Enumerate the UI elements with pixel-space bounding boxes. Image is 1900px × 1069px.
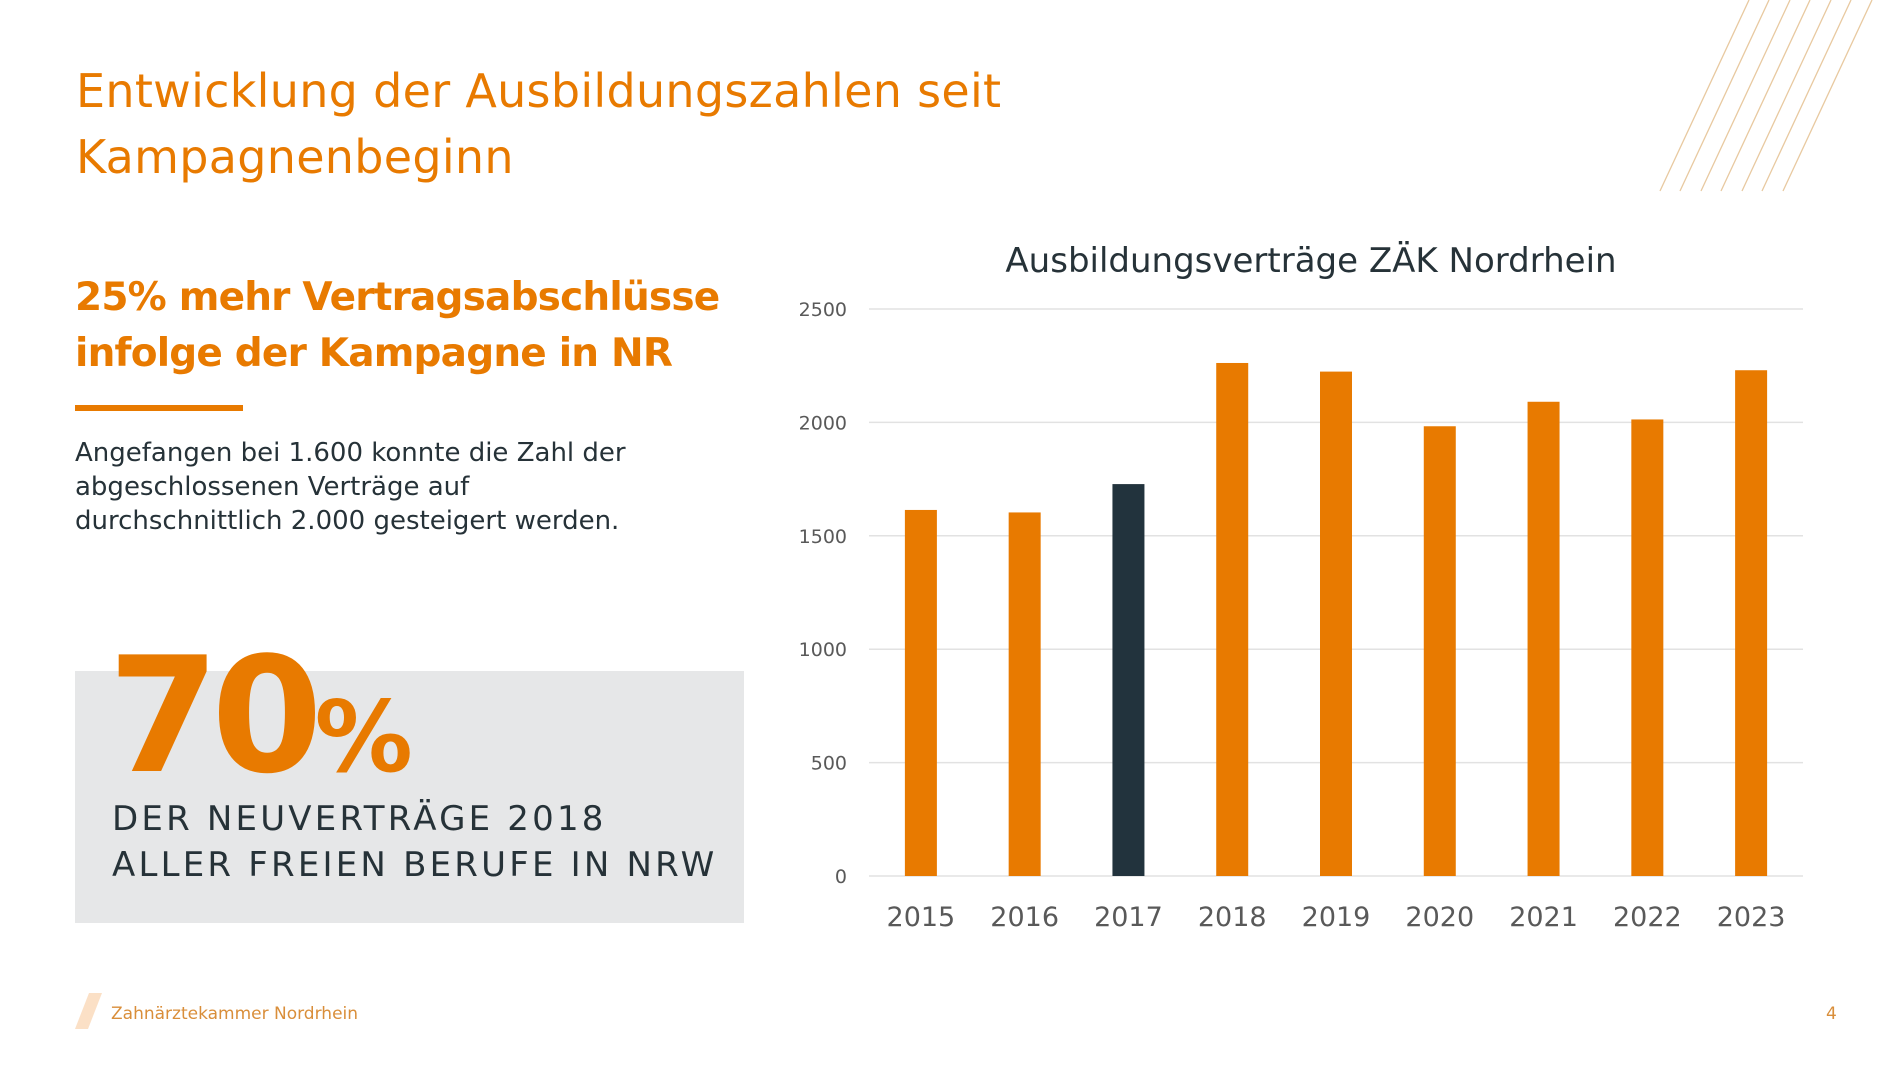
stat-value: 70 (108, 622, 323, 809)
description-text: Angefangen bei 1.600 konnte die Zahl der… (75, 436, 715, 538)
footer-organization: Zahnärztekammer Nordrhein (111, 1004, 359, 1024)
stat-caption-line-2: ALLER FREIEN BERUFE IN NRW (112, 845, 718, 885)
x-tick-label: 2021 (1509, 902, 1578, 933)
stat-caption: DER NEUVERTRÄGE 2018 ALLER FREIEN BERUFE… (112, 796, 752, 888)
bar-2020 (1423, 426, 1456, 876)
stat-number: 70% (108, 626, 413, 828)
slide-title-line-2: Kampagnenbeginn (76, 130, 514, 184)
y-tick-label: 500 (811, 753, 847, 775)
bar-2019 (1320, 371, 1352, 876)
chart-title: Ausbildungsverträge ZÄK Nordrhein (1005, 241, 1616, 281)
key-finding-line-2: infolge der Kampagne in NR (75, 331, 673, 376)
decor-line (1700, 0, 1791, 192)
page-number: 4 (1826, 1004, 1837, 1024)
decorative-diagonal-lines (1640, 0, 1900, 200)
description-line-3: durchschnittlich 2.000 gesteigert werden… (75, 506, 620, 536)
y-axis-labels: 0 500 1000 1500 2000 2500 (799, 299, 847, 888)
bar-chart-svg: Ausbildungsverträge ZÄK Nordrhein 0 500 10… (799, 241, 1803, 933)
bar-2023 (1735, 370, 1768, 876)
description-line-2: abgeschlossenen Verträge auf (75, 472, 470, 502)
y-tick-label: 0 (835, 866, 847, 888)
stat-caption-line-1: DER NEUVERTRÄGE 2018 (112, 799, 607, 839)
x-tick-label: 2019 (1302, 902, 1371, 933)
decor-line (1761, 0, 1852, 192)
slide-title-line-1: Entwicklung der Ausbildungszahlen seit (76, 64, 1002, 118)
bar-2021 (1527, 401, 1560, 876)
bar-2015 (904, 509, 937, 876)
bar-chart: Ausbildungsverträge ZÄK Nordrhein 0 500 10… (760, 220, 1860, 950)
key-finding-line-1: 25% mehr Vertragsabschlüsse (75, 275, 720, 320)
stat-unit: % (314, 681, 413, 795)
x-tick-label: 2017 (1094, 902, 1163, 933)
footer-slash-icon (75, 993, 105, 1029)
description-line-1: Angefangen bei 1.600 konnte die Zahl der (75, 438, 626, 468)
x-tick-label: 2020 (1405, 902, 1474, 933)
bar-2016 (1008, 512, 1041, 876)
x-tick-label: 2018 (1198, 902, 1267, 933)
diagonal-lines-graphic (1659, 0, 1873, 192)
decor-line (1741, 0, 1832, 192)
x-tick-label: 2015 (887, 902, 956, 933)
x-tick-label: 2016 (990, 902, 1059, 933)
decor-line (1782, 0, 1873, 192)
key-finding-heading: 25% mehr Vertragsabschlüsse infolge der … (75, 270, 775, 382)
y-tick-label: 2500 (799, 299, 847, 321)
decor-line (1720, 0, 1811, 192)
accent-divider (75, 405, 243, 411)
bar-2018 (1216, 362, 1249, 876)
x-axis-labels: 2015 2016 2017 2018 2019 2020 2021 2022 2023 (887, 902, 1786, 933)
y-tick-label: 1500 (799, 526, 847, 548)
bar-2017 (1112, 484, 1145, 876)
slide-title: Entwicklung der Ausbildungszahlen seit K… (76, 58, 1226, 190)
y-tick-label: 2000 (799, 412, 847, 434)
x-tick-label: 2022 (1613, 902, 1682, 933)
stat-box (75, 671, 744, 923)
bar-2022 (1631, 419, 1664, 876)
y-tick-label: 1000 (799, 639, 847, 661)
bars (904, 362, 1768, 876)
decor-line (1679, 0, 1770, 192)
x-tick-label: 2023 (1717, 902, 1786, 933)
decor-line (1659, 0, 1750, 192)
